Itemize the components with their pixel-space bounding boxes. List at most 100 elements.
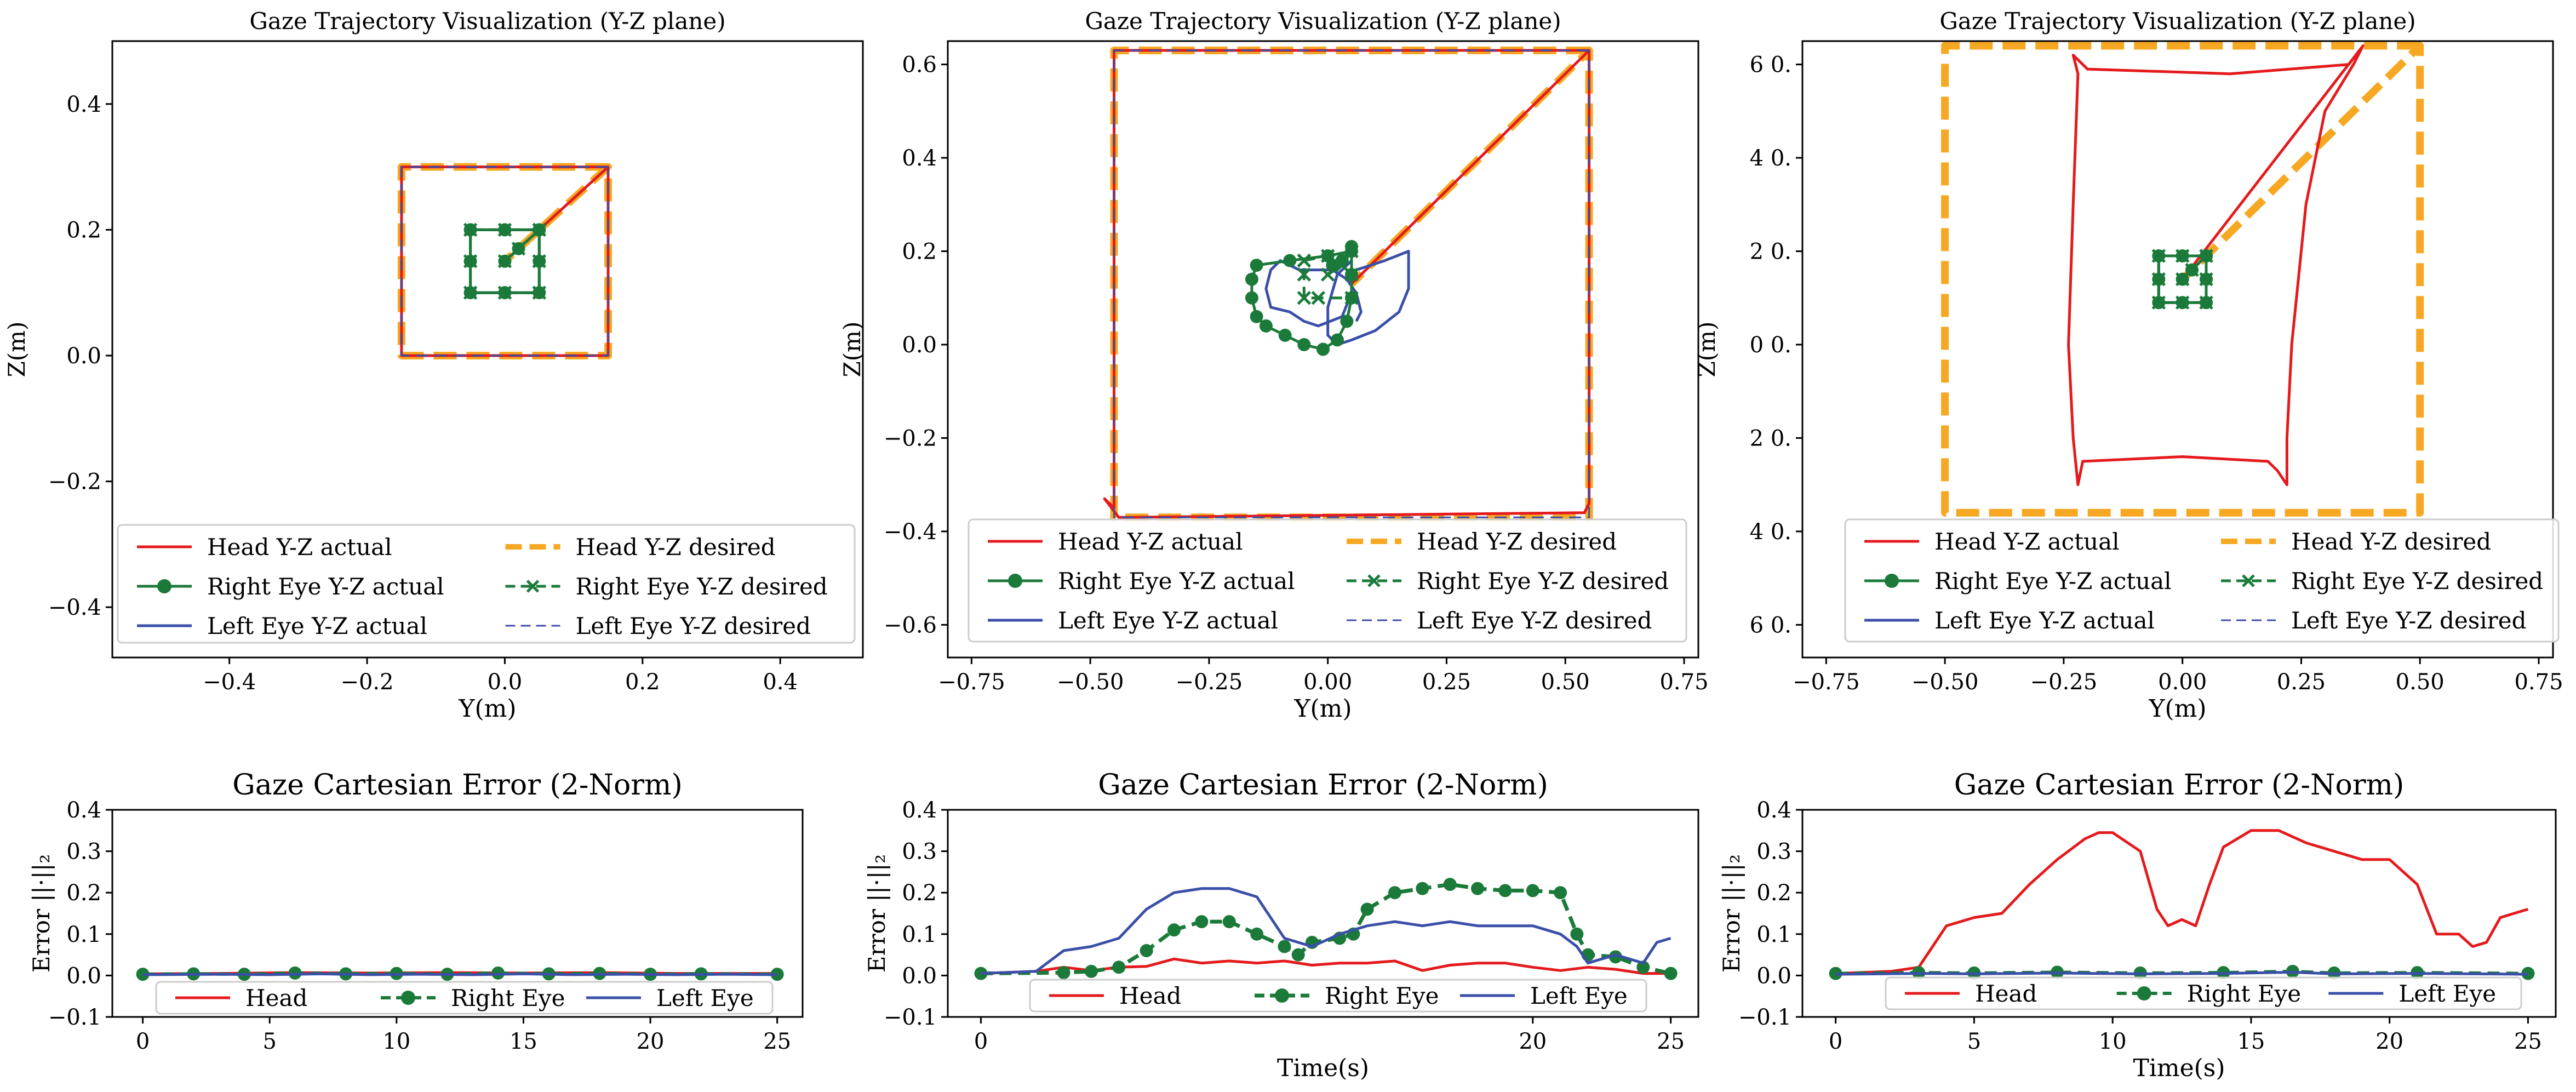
- y-tick-label: −0.1: [48, 1005, 101, 1030]
- data-point: [1471, 882, 1485, 895]
- data-point: [1360, 902, 1374, 916]
- legend: [968, 518, 1687, 643]
- data-point: [2199, 249, 2213, 263]
- legend-label: Left Eye Y-Z desired: [2291, 607, 2527, 634]
- data-point: [2199, 272, 2213, 287]
- legend-label: Head Y-Z actual: [1058, 528, 1243, 555]
- data-point: [2175, 249, 2190, 263]
- y-axis-label: Z(m): [839, 322, 866, 378]
- x-tick-label: −0.4: [203, 670, 256, 695]
- legend: [1029, 979, 1647, 1013]
- data-point: [1443, 878, 1457, 891]
- x-tick-label: 0.25: [2277, 670, 2326, 695]
- data-point: [1140, 944, 1153, 958]
- legend-marker: [526, 580, 540, 593]
- y-tick-label: 0.4: [902, 146, 937, 171]
- data-point: [1335, 258, 1349, 272]
- y-tick-label: 4 0.: [1750, 146, 1791, 171]
- chart-p1: −0.4 −0.2 0.0 0.2 0.4 −0.4 −0.2 0.0 0.2 0.4 Gaze T…: [3, 8, 864, 723]
- data-point: [1664, 967, 1678, 980]
- x-tick-label: 0: [974, 1029, 988, 1054]
- x-tick-label: 0.4: [763, 670, 798, 695]
- series-line-head: [1835, 829, 2529, 975]
- y-tick-label: 0.1: [66, 922, 101, 947]
- y-tick-label: 0.2: [66, 881, 101, 906]
- legend-label: Left Eye: [2398, 980, 2496, 1007]
- data-point: [511, 242, 526, 256]
- y-tick-label: 6 0.: [1750, 613, 1791, 638]
- legend-label: Right Eye Y-Z desired: [2291, 568, 2543, 594]
- x-tick-label: 10: [2099, 1029, 2127, 1054]
- data-point: [1250, 927, 1264, 941]
- x-tick-label: −0.75: [938, 670, 1005, 695]
- y-tick-label: −0.4: [48, 595, 101, 620]
- legend-marker: [2137, 986, 2151, 1000]
- y-tick-label: 0.1: [1756, 922, 1791, 947]
- data-point: [1526, 884, 1539, 897]
- data-point: [1829, 967, 1842, 980]
- data-point: [1278, 328, 1292, 342]
- x-axis-label: Time(s): [2133, 1054, 2225, 1082]
- data-point: [532, 222, 547, 237]
- legend-label: Left Eye Y-Z desired: [576, 613, 811, 639]
- legend-marker: [1008, 574, 1022, 588]
- data-point: [497, 254, 512, 268]
- data-point: [136, 968, 150, 981]
- data-point: [1320, 267, 1335, 282]
- x-tick-label: 10: [382, 1029, 410, 1054]
- data-point: [1311, 290, 1326, 305]
- data-point: [1167, 923, 1181, 937]
- data-point: [1331, 333, 1344, 347]
- legend-label: Left Eye Y-Z desired: [1417, 607, 1652, 634]
- y-tick-label: 0.2: [902, 881, 937, 906]
- data-point: [1057, 966, 1071, 980]
- chart-e1: 0 5 10 15 20 25 −0.1 0.0 0.1 0.2 0.3 0.4 Gaze Cartes…: [28, 769, 804, 1054]
- x-tick-label: 15: [510, 1029, 537, 1054]
- y-tick-label: 0.4: [1756, 798, 1791, 823]
- legend-label: Head Y-Z actual: [1934, 528, 2120, 555]
- series-line-head-y-z-desired: [1941, 42, 2424, 517]
- x-tick-label: 0.0: [488, 670, 523, 695]
- data-point: [532, 254, 547, 268]
- data-point: [532, 285, 547, 300]
- chart-p3: −0.75 −0.50 −0.25 0.00 0.25 0.50 0.75 6 0. 4 0. 2…: [1693, 8, 2563, 723]
- data-point: [497, 285, 512, 300]
- x-tick-label: 0.00: [2158, 670, 2207, 695]
- legend-marker: [2242, 574, 2255, 587]
- series-line-left-eye-y-z-desired: [1113, 49, 1590, 518]
- data-point: [1608, 950, 1622, 964]
- data-point: [2151, 249, 2166, 263]
- data-point: [2151, 272, 2166, 287]
- y-tick-label: 0.0: [66, 963, 101, 988]
- legend-label: Right Eye: [451, 985, 565, 1011]
- data-point: [1297, 267, 1312, 282]
- data-point: [1636, 960, 1650, 974]
- legend-marker: [157, 579, 171, 593]
- x-tick-label: 0.75: [2514, 670, 2563, 695]
- series-line-right-eye-y-z-desired: [469, 228, 541, 294]
- y-tick-label: 0.2: [902, 239, 937, 265]
- y-tick-label: 0.0: [66, 344, 101, 369]
- legend-label: Head Y-Z desired: [1417, 528, 1617, 555]
- legend-label: Head Y-Z desired: [2291, 528, 2491, 555]
- y-tick-label: 0.2: [66, 218, 101, 243]
- y-tick-label: −0.6: [884, 613, 937, 638]
- x-tick-label: −0.25: [1176, 670, 1243, 695]
- x-axis-label: Y(m): [2148, 695, 2206, 723]
- x-tick-label: 20: [1519, 1029, 1547, 1054]
- series-line-left-eye: [142, 972, 777, 976]
- data-point: [1340, 315, 1354, 328]
- y-tick-label: 0.4: [66, 798, 101, 823]
- data-point: [1195, 915, 1209, 929]
- y-tick-label: −0.2: [48, 470, 101, 495]
- legend-label: Right Eye Y-Z actual: [1934, 568, 2172, 594]
- data-point: [1316, 342, 1330, 356]
- legend-marker: [1275, 988, 1289, 1003]
- y-axis-label: Error ||·||₂: [863, 854, 890, 973]
- x-tick-label: −0.2: [340, 670, 393, 695]
- y-tick-label: 2 0.: [1750, 239, 1791, 265]
- data-point: [1326, 259, 1339, 272]
- y-tick-label: −0.1: [884, 1005, 937, 1030]
- y-tick-label: 0.4: [902, 798, 937, 823]
